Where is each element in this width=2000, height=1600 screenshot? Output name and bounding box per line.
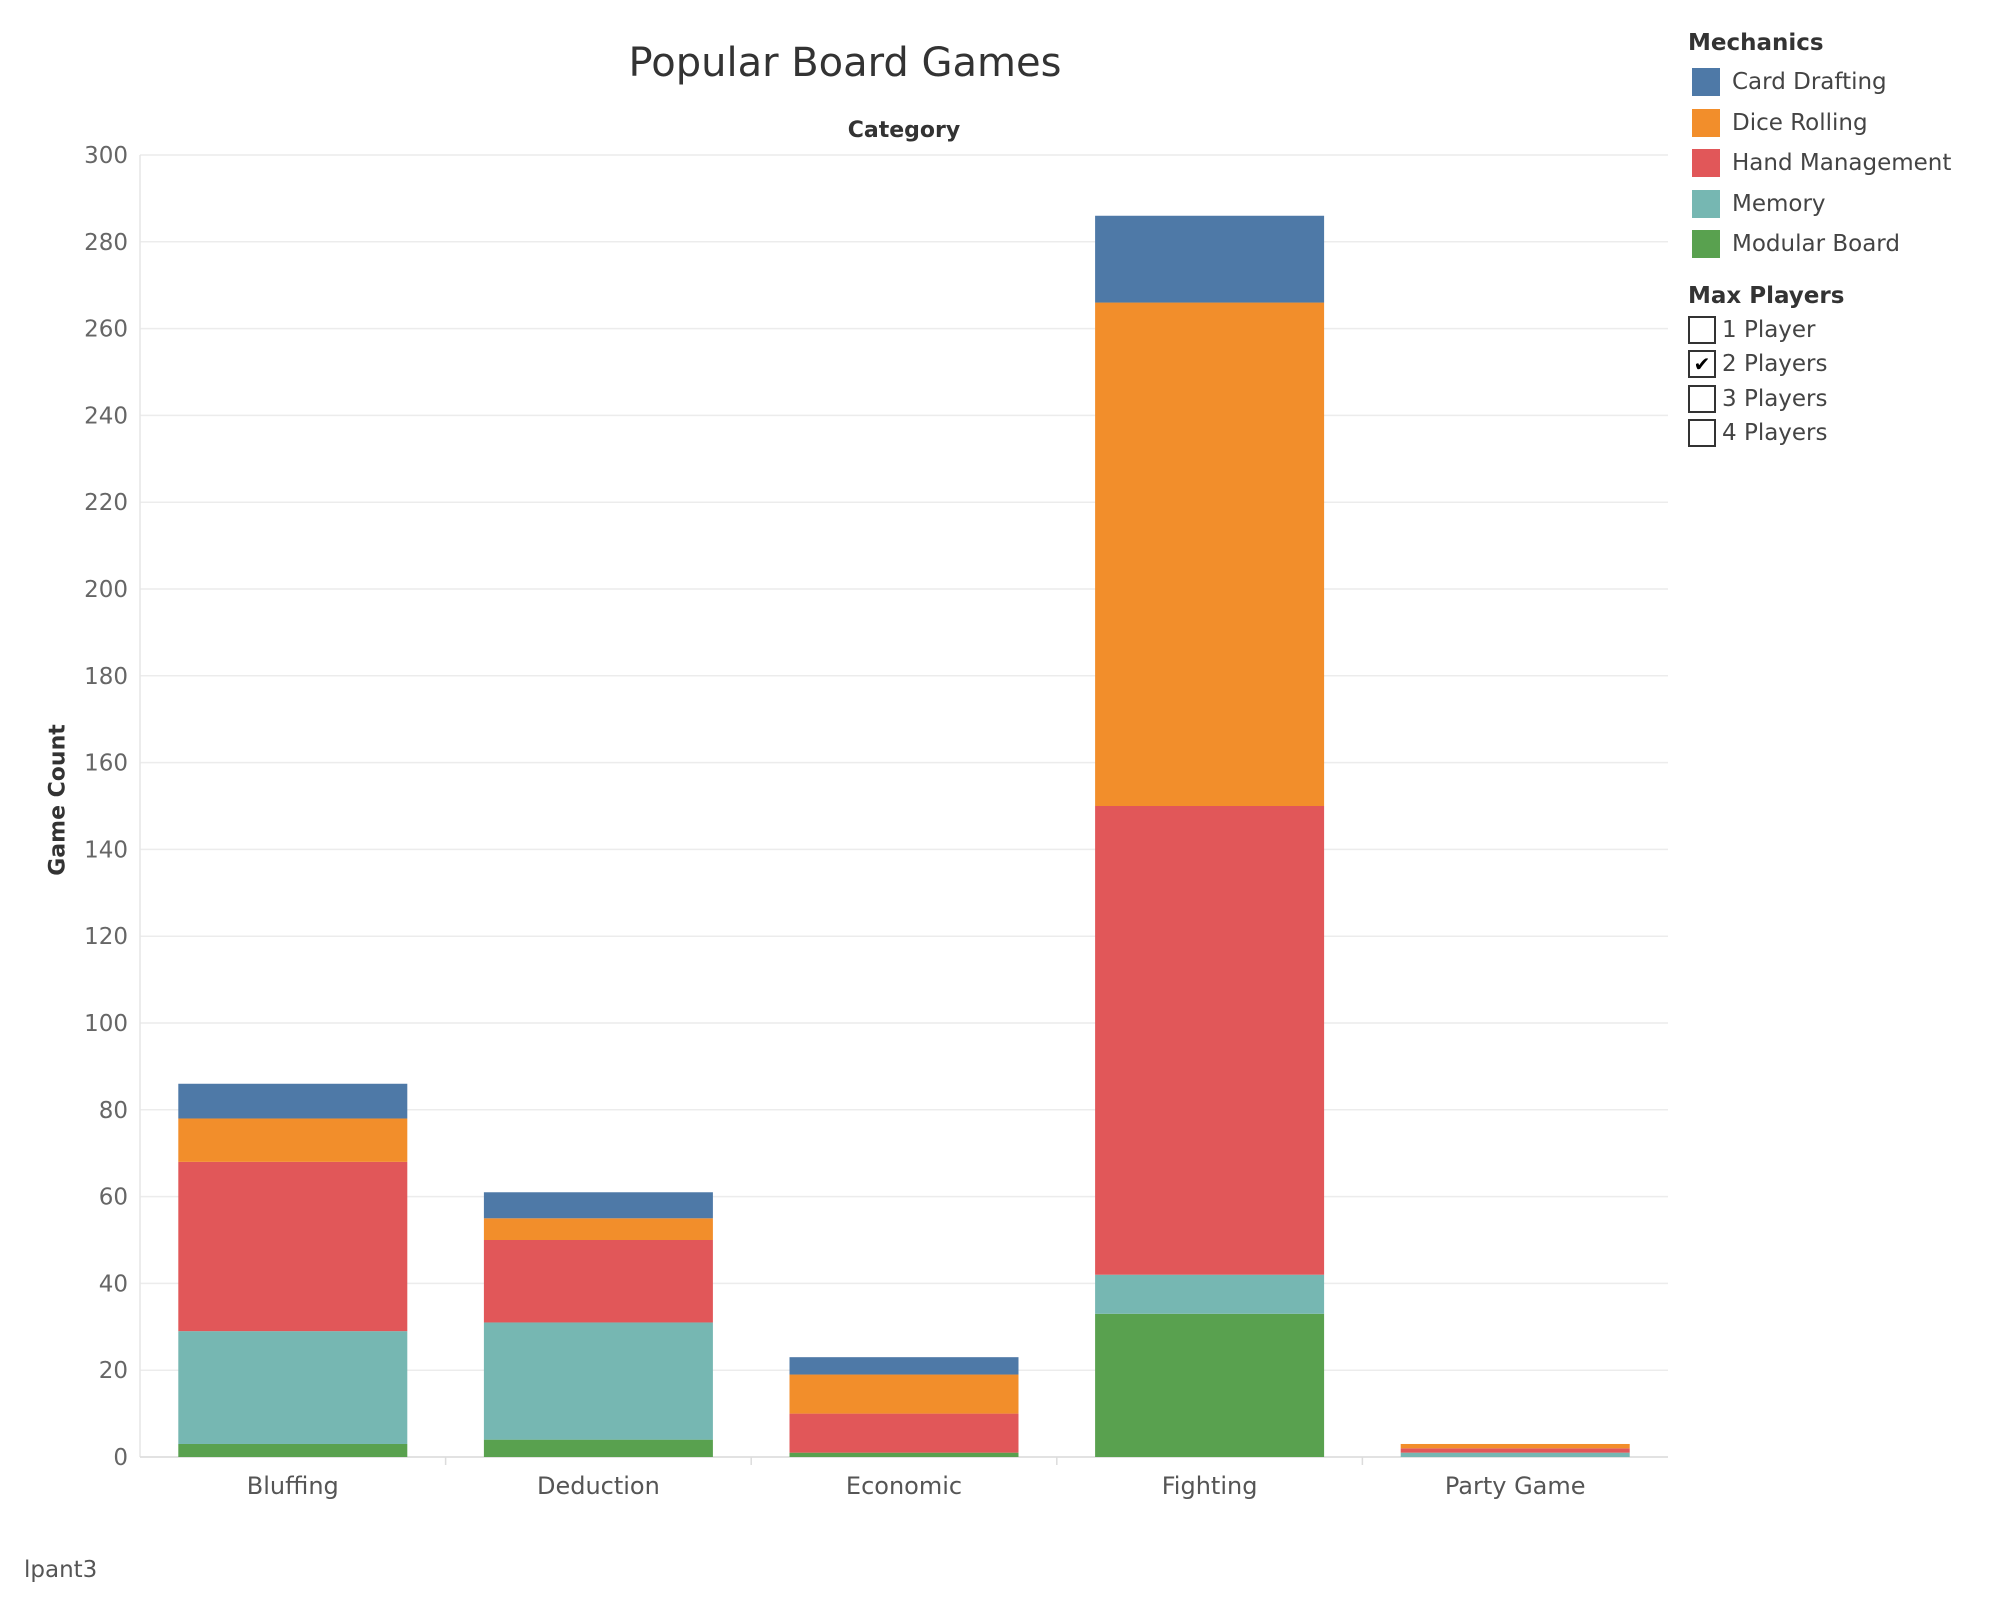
bar-segment: [483, 1192, 713, 1219]
legend-item[interactable]: Modular Board: [1688, 224, 1988, 265]
filter-title: Max Players: [1688, 282, 1845, 309]
filter-label: 1 Player: [1722, 316, 1816, 343]
legend-swatch: [1692, 68, 1720, 97]
bar-segment: [483, 1218, 713, 1240]
y-tick-label: 120: [84, 924, 128, 950]
legend-swatch: [1692, 230, 1720, 259]
bar-segment: [178, 1083, 408, 1119]
bar-segment: [483, 1322, 713, 1440]
x-tick-label: Economic: [846, 1472, 962, 1500]
legend-label: Modular Board: [1732, 231, 1900, 258]
bar-segment: [1095, 806, 1325, 1275]
y-tick-label: 100: [84, 1011, 128, 1037]
filter-label: 3 Players: [1722, 385, 1828, 412]
bar-segment: [178, 1331, 408, 1444]
legend-item[interactable]: Hand Management: [1688, 143, 1988, 184]
filter-label: 4 Players: [1722, 420, 1828, 447]
legend-label: Memory: [1732, 190, 1826, 217]
y-tick-label: 160: [84, 751, 128, 777]
bar-segment: [789, 1413, 1019, 1453]
x-tick-label: Bluffing: [247, 1472, 339, 1500]
y-tick-label: 240: [84, 403, 128, 429]
y-tick-label: 180: [84, 664, 128, 690]
bar-segment: [483, 1240, 713, 1323]
legend-swatch: [1692, 189, 1720, 218]
bar-segment: [483, 1439, 713, 1457]
filter-option-3-players[interactable]: 3 Players: [1688, 382, 1988, 417]
bar-segment: [1400, 1448, 1630, 1453]
x-tick-label: Deduction: [537, 1472, 660, 1500]
y-tick-label: 200: [84, 577, 128, 603]
legend-label: Dice Rolling: [1732, 109, 1868, 136]
filter-option-1-player[interactable]: 1 Player: [1688, 313, 1988, 348]
bar-segment: [789, 1374, 1019, 1414]
filter-checkbox[interactable]: ✔: [1688, 350, 1716, 379]
bar-segment: [1095, 302, 1325, 806]
y-tick-label: 140: [84, 837, 128, 863]
legend-label: Card Drafting: [1732, 69, 1887, 96]
bar-segment: [1400, 1452, 1630, 1457]
bar-segment: [789, 1452, 1019, 1457]
legend-items: Card Drafting Dice Rolling Hand Manageme…: [1688, 62, 1988, 265]
y-tick-label: 280: [84, 230, 128, 256]
column-header: Category: [847, 118, 961, 143]
bar-segment: [789, 1357, 1019, 1375]
legend-item[interactable]: Card Drafting: [1688, 62, 1988, 103]
filter-checkbox[interactable]: [1688, 384, 1716, 413]
x-tick-label: Fighting: [1162, 1472, 1258, 1500]
legend-title: Mechanics: [1688, 30, 1824, 56]
filter-checkbox[interactable]: [1688, 315, 1716, 344]
bar-segment: [178, 1443, 408, 1457]
bar-segment: [178, 1161, 408, 1332]
y-tick-label: 300: [84, 143, 128, 169]
bar-segment: [178, 1118, 408, 1162]
bar-segment: [1095, 215, 1325, 303]
y-tick-label: 0: [113, 1445, 128, 1471]
legend-panel: Mechanics Card Drafting Dice Rolling Han…: [1688, 30, 1988, 451]
bar-segment: [1400, 1443, 1630, 1449]
legend-item[interactable]: Dice Rolling: [1688, 103, 1988, 144]
stacked-bar-chart: 0 20 40 60 80 100 120 140 160 180 200 220 240 260 280 3…: [84, 143, 1668, 1500]
filter-checkbox[interactable]: [1688, 419, 1716, 448]
legend-label: Hand Management: [1732, 150, 1952, 177]
y-tick-label: 220: [84, 490, 128, 516]
bar-segment: [1095, 1274, 1325, 1314]
chart-title: Popular Board Games: [628, 40, 1062, 86]
y-tick-label: 40: [99, 1271, 128, 1297]
y-tick-label: 20: [99, 1358, 128, 1384]
y-tick-label: 60: [99, 1185, 128, 1211]
x-tick-label: Party Game: [1445, 1472, 1586, 1500]
legend-swatch: [1692, 149, 1720, 178]
max-players-filter: 1 Player ✔ 2 Players 3 Players 4 Players: [1688, 313, 1988, 451]
y-tick-label: 260: [84, 317, 128, 343]
bar-segment: [1095, 1313, 1325, 1457]
legend-item[interactable]: Memory: [1688, 184, 1988, 225]
filter-option-4-players[interactable]: 4 Players: [1688, 416, 1988, 451]
filter-option-2-players[interactable]: ✔ 2 Players: [1688, 347, 1988, 382]
footer-text: lpant3: [24, 1557, 98, 1583]
legend-swatch: [1692, 108, 1720, 137]
filter-label: 2 Players: [1722, 351, 1828, 378]
y-tick-label: 80: [99, 1098, 128, 1124]
